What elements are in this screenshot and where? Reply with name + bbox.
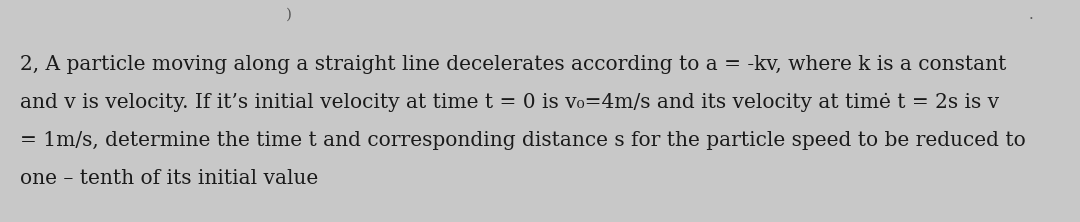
Text: .: . (1028, 8, 1032, 22)
Text: 2, A particle moving along a straight line decelerates according to a = -kv, whe: 2, A particle moving along a straight li… (21, 55, 1007, 74)
Text: and v is velocity. If it’s initial velocity at time t = 0 is v₀=4m/s and its vel: and v is velocity. If it’s initial veloc… (21, 93, 999, 112)
Text: one – tenth of its initial value: one – tenth of its initial value (21, 169, 319, 188)
Text: ): ) (286, 8, 293, 22)
Text: = 1m/s, determine the time t and corresponding distance s for the particle speed: = 1m/s, determine the time t and corresp… (21, 131, 1026, 150)
